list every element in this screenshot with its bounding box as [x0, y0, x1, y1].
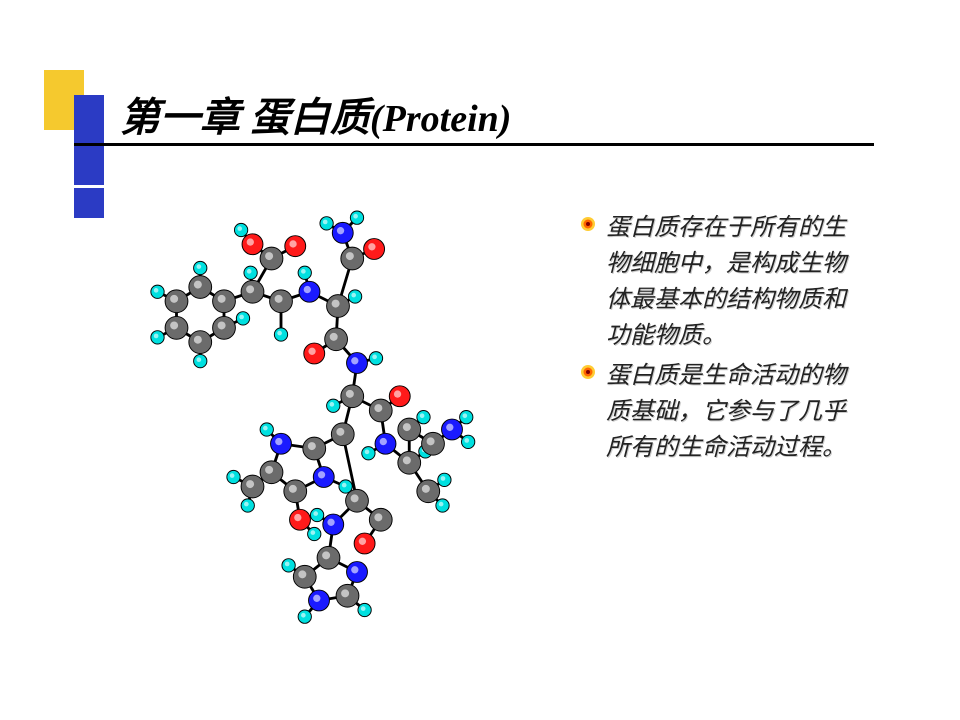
bullet-item: 蛋白质存在于所有的生物细胞中，是构成生物体最基本的结构物质和功能物质。 [580, 210, 860, 354]
bullet-item: 蛋白质是生命活动的物质基础，它参与了几乎所有的生命活动过程。 [580, 358, 860, 466]
bullet-icon [580, 364, 596, 380]
slide: 第一章 蛋白质(Protein) 蛋白质存在于所有的生物细胞中，是构成生物体最基… [0, 0, 960, 720]
bullet-list: 蛋白质存在于所有的生物细胞中，是构成生物体最基本的结构物质和功能物质。蛋白质是生… [580, 210, 860, 470]
title-underline [74, 143, 874, 146]
bullet-text: 蛋白质是生命活动的物质基础，它参与了几乎所有的生命活动过程。 [606, 358, 860, 466]
molecule-diagram [110, 200, 490, 640]
blue-block-lower [74, 188, 104, 218]
title-cjk: 第一章 蛋白质 [120, 95, 370, 140]
slide-title: 第一章 蛋白质(Protein) [120, 85, 511, 143]
blue-block-upper [74, 95, 104, 185]
bullet-text: 蛋白质存在于所有的生物细胞中，是构成生物体最基本的结构物质和功能物质。 [606, 210, 860, 354]
bullet-icon [580, 216, 596, 232]
title-latin: (Protein) [370, 98, 511, 140]
